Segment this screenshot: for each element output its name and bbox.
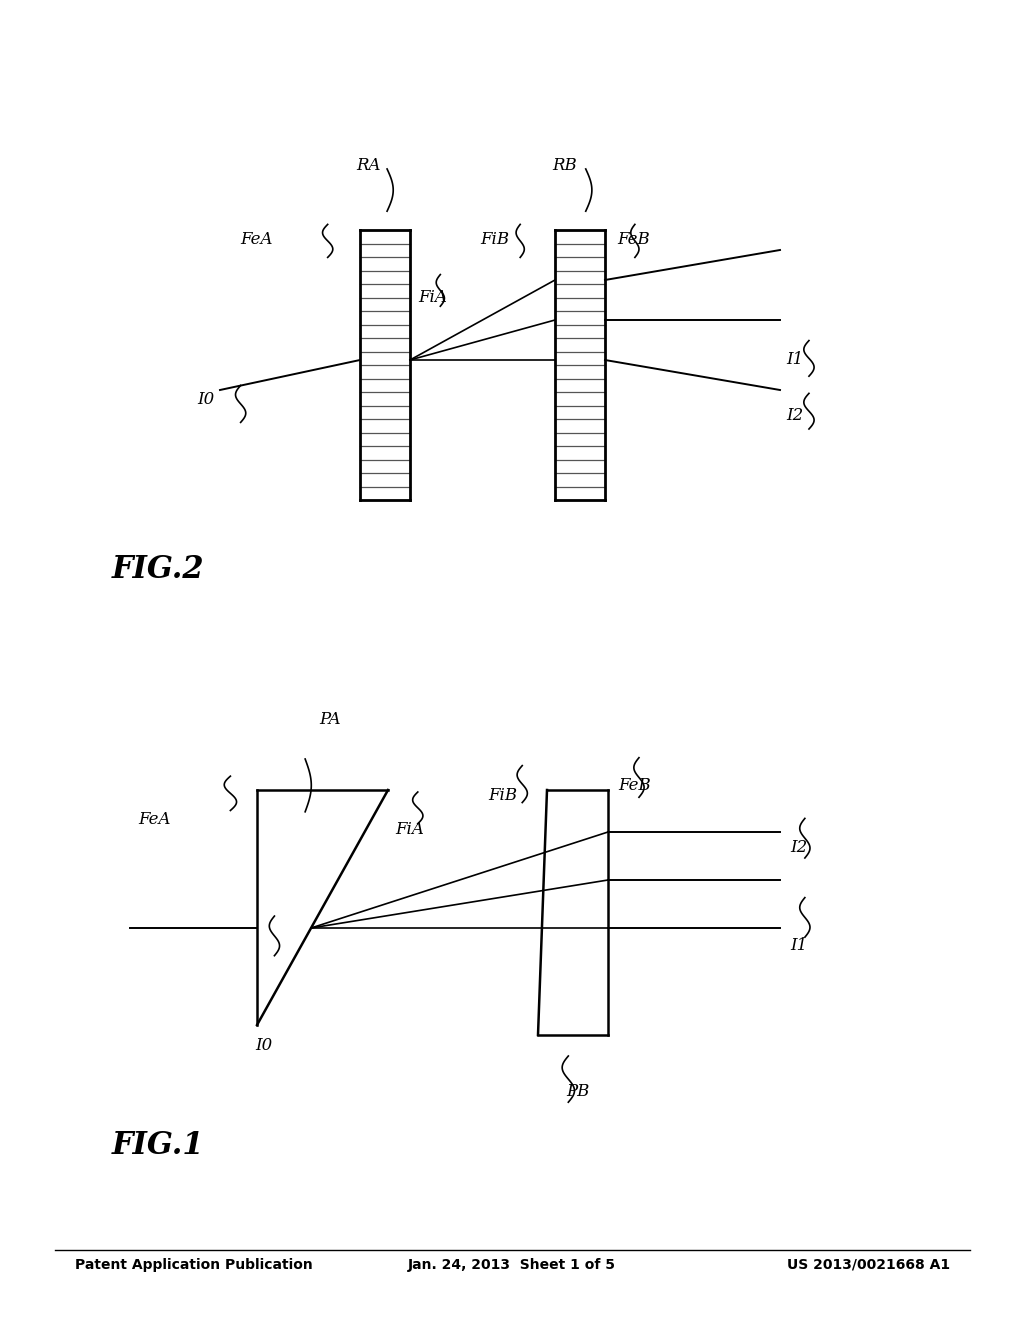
Text: I0: I0 [255,1036,272,1053]
Text: FiA: FiA [418,289,446,306]
Text: FeA: FeA [138,812,171,829]
Text: Patent Application Publication: Patent Application Publication [75,1258,312,1272]
Text: FeA: FeA [240,231,272,248]
Text: US 2013/0021668 A1: US 2013/0021668 A1 [786,1258,950,1272]
Text: FeB: FeB [617,231,650,248]
Text: RB: RB [553,157,578,173]
Text: I0: I0 [197,392,214,408]
Text: FIG.1: FIG.1 [112,1130,205,1160]
Text: I2: I2 [786,407,803,424]
Text: PA: PA [319,711,341,729]
Text: FiB: FiB [488,787,517,804]
Text: I1: I1 [790,936,807,953]
Text: I2: I2 [790,840,807,857]
Text: PB: PB [566,1084,590,1101]
Text: I1: I1 [786,351,803,368]
Text: RA: RA [355,157,380,173]
Text: FiB: FiB [480,231,509,248]
Text: FeB: FeB [618,776,650,793]
Text: Jan. 24, 2013  Sheet 1 of 5: Jan. 24, 2013 Sheet 1 of 5 [408,1258,616,1272]
Text: FiA: FiA [395,821,424,838]
Text: FIG.2: FIG.2 [112,554,205,586]
